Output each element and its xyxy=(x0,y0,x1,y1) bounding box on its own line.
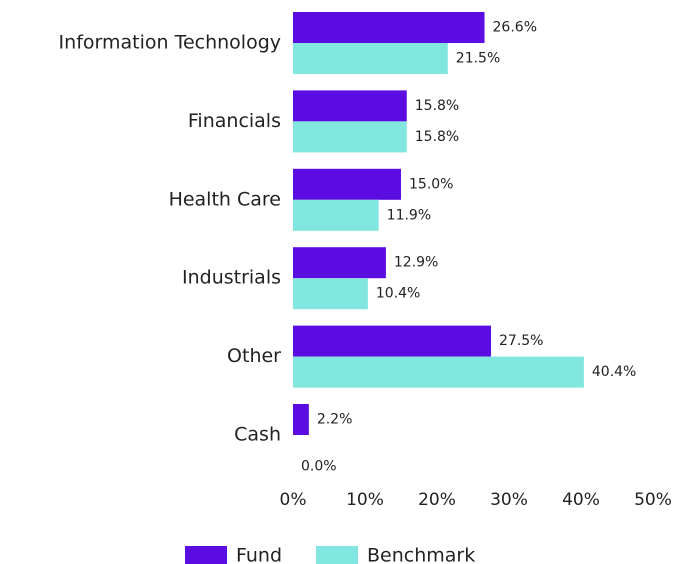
bar xyxy=(293,325,491,357)
category-label: Cash xyxy=(234,424,281,446)
bar xyxy=(293,404,309,435)
bar xyxy=(293,43,448,74)
value-label: 11.9% xyxy=(387,207,431,223)
value-label: 10.4% xyxy=(376,286,420,302)
value-label: 40.4% xyxy=(592,364,636,380)
legend-swatch xyxy=(316,546,358,564)
x-tick-label: 20% xyxy=(418,490,456,510)
value-label: 15.8% xyxy=(415,129,459,145)
value-label: 15.0% xyxy=(409,176,453,192)
value-label: 0.0% xyxy=(301,459,337,475)
x-tick-label: 30% xyxy=(490,490,528,510)
value-label: 2.2% xyxy=(317,412,353,428)
category-label: Information Technology xyxy=(59,32,281,54)
x-tick-label: 50% xyxy=(634,490,672,510)
bar xyxy=(293,247,386,279)
bar xyxy=(293,199,379,231)
category-label: Other xyxy=(227,345,281,367)
category-label: Health Care xyxy=(169,188,281,210)
bar xyxy=(293,90,407,122)
value-label: 15.8% xyxy=(415,98,459,114)
bar xyxy=(293,168,401,200)
bar xyxy=(293,121,407,153)
bar xyxy=(293,278,368,310)
x-tick-label: 40% xyxy=(562,490,600,510)
x-tick-label: 0% xyxy=(280,490,307,510)
category-label: Industrials xyxy=(182,267,281,289)
value-label: 12.9% xyxy=(394,255,438,271)
bar xyxy=(293,356,584,388)
x-tick-label: 10% xyxy=(346,490,384,510)
value-label: 21.5% xyxy=(456,51,500,67)
legend-label: Fund xyxy=(236,545,282,564)
value-label: 27.5% xyxy=(499,333,543,349)
legend-label: Benchmark xyxy=(367,545,475,564)
bar xyxy=(293,12,485,43)
legend-swatch xyxy=(185,546,227,564)
category-label: Financials xyxy=(188,110,281,132)
value-label: 26.6% xyxy=(493,20,537,36)
